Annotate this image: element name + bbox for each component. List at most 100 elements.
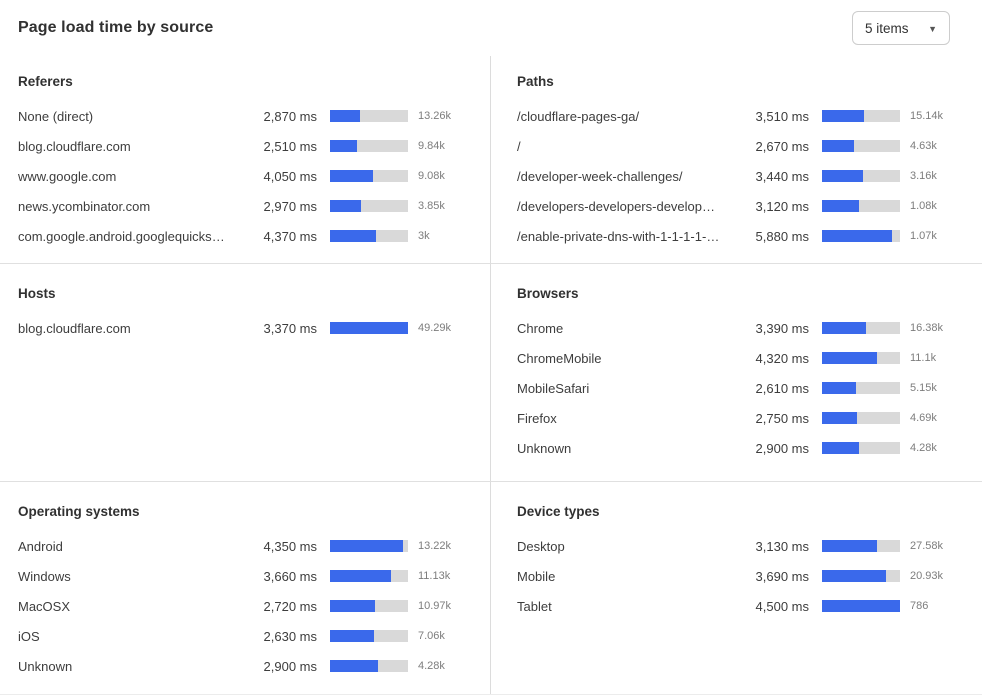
row-load-time: 5,880 ms	[755, 228, 809, 244]
row-bar-fill	[822, 322, 866, 334]
metric-row: news.ycombinator.com 2,970 ms 3.85k	[18, 191, 470, 221]
row-bar	[330, 630, 408, 642]
row-bar-fill	[330, 170, 373, 182]
panel-rows: blog.cloudflare.com 3,370 ms 49.29k	[18, 313, 470, 343]
row-load-time: 2,610 ms	[755, 380, 809, 396]
panel-title: Operating systems	[18, 504, 140, 519]
metric-row: ChromeMobile 4,320 ms 11.1k	[517, 343, 962, 373]
metric-row: /enable-private-dns-with-1-1-1-1-on-... …	[517, 221, 962, 251]
row-load-time: 2,630 ms	[263, 628, 317, 644]
row-bar	[822, 230, 900, 242]
row-count: 9.08k	[418, 170, 445, 182]
row-count: 4.28k	[910, 442, 937, 454]
row-bar	[330, 600, 408, 612]
row-label: /cloudflare-pages-ga/	[517, 108, 640, 124]
panel-referers: Referers None (direct) 2,870 ms 13.26k b…	[0, 56, 491, 264]
row-load-time: 4,050 ms	[263, 168, 317, 184]
row-bar-fill	[822, 200, 860, 212]
row-bar-fill	[330, 110, 361, 122]
row-count: 49.29k	[418, 322, 452, 334]
metric-row: blog.cloudflare.com 2,510 ms 9.84k	[18, 131, 470, 161]
row-label: Unknown	[18, 658, 73, 674]
panels-grid: Referers None (direct) 2,870 ms 13.26k b…	[0, 56, 982, 695]
panel-title: Hosts	[18, 286, 56, 301]
row-bar	[330, 170, 408, 182]
row-bar	[330, 660, 408, 672]
row-label: Chrome	[517, 320, 564, 336]
row-count: 16.38k	[910, 322, 944, 334]
row-load-time: 2,900 ms	[755, 440, 809, 456]
row-bar	[822, 382, 900, 394]
row-label: com.google.android.googlequicksearc...	[18, 228, 229, 244]
metric-row: / 2,670 ms 4.63k	[517, 131, 962, 161]
row-load-time: 4,370 ms	[263, 228, 317, 244]
panel-rows: None (direct) 2,870 ms 13.26k blog.cloud…	[18, 101, 470, 251]
row-load-time: 2,870 ms	[263, 108, 317, 124]
row-bar	[822, 570, 900, 582]
row-bar	[822, 110, 900, 122]
row-load-time: 2,970 ms	[263, 198, 317, 214]
row-bar	[822, 412, 900, 424]
panel-paths: Paths /cloudflare-pages-ga/ 3,510 ms 15.…	[491, 56, 982, 264]
row-label: Unknown	[517, 440, 572, 456]
row-bar	[330, 110, 408, 122]
panel-title: Device types	[517, 504, 600, 519]
metric-row: www.google.com 4,050 ms 9.08k	[18, 161, 470, 191]
row-load-time: 3,510 ms	[755, 108, 809, 124]
row-load-time: 2,750 ms	[755, 410, 809, 426]
row-bar-fill	[330, 570, 391, 582]
metric-row: Desktop 3,130 ms 27.58k	[517, 531, 962, 561]
row-label: Mobile	[517, 568, 556, 584]
row-bar-fill	[330, 200, 362, 212]
items-count-dropdown[interactable]: 5 items ▼	[852, 11, 950, 45]
row-bar-fill	[822, 140, 854, 152]
row-bar-fill	[822, 170, 864, 182]
row-label: www.google.com	[18, 168, 117, 184]
metric-row: Windows 3,660 ms 11.13k	[18, 561, 470, 591]
row-bar	[822, 322, 900, 334]
row-bar-fill	[822, 110, 865, 122]
row-count: 13.22k	[418, 540, 452, 552]
row-bar-fill	[822, 570, 886, 582]
row-label: /developers-developers-developers/	[517, 198, 721, 214]
metric-row: Tablet 4,500 ms 786	[517, 591, 962, 621]
chevron-down-icon: ▼	[928, 23, 937, 34]
row-count: 20.93k	[910, 570, 944, 582]
metric-row: /developer-week-challenges/ 3,440 ms 3.1…	[517, 161, 962, 191]
row-label: Desktop	[517, 538, 565, 554]
row-bar-fill	[822, 540, 877, 552]
row-bar	[822, 540, 900, 552]
row-count: 15.14k	[910, 110, 944, 122]
metric-row: /developers-developers-developers/ 3,120…	[517, 191, 962, 221]
row-count: 27.58k	[910, 540, 944, 552]
card-header: Page load time by source 5 items ▼	[0, 0, 982, 56]
metric-row: iOS 2,630 ms 7.06k	[18, 621, 470, 651]
panel-device-types: Device types Desktop 3,130 ms 27.58k Mob…	[491, 482, 982, 694]
metric-row: com.google.android.googlequicksearc... 4…	[18, 221, 470, 251]
row-bar	[330, 540, 408, 552]
row-bar-fill	[330, 230, 377, 242]
metric-row: Unknown 2,900 ms 4.28k	[18, 651, 470, 681]
row-bar-fill	[822, 442, 860, 454]
row-load-time: 2,900 ms	[263, 658, 317, 674]
panel-title: Referers	[18, 74, 73, 89]
row-load-time: 3,370 ms	[263, 320, 317, 336]
panel-rows: /cloudflare-pages-ga/ 3,510 ms 15.14k / …	[517, 101, 962, 251]
row-load-time: 3,120 ms	[755, 198, 809, 214]
row-count: 1.07k	[910, 230, 937, 242]
row-bar-fill	[330, 322, 408, 334]
row-label: Firefox	[517, 410, 557, 426]
row-count: 3.16k	[910, 170, 937, 182]
row-label: MacOSX	[18, 598, 71, 614]
row-bar-fill	[330, 540, 403, 552]
row-bar	[330, 230, 408, 242]
row-count: 10.97k	[418, 600, 452, 612]
row-bar	[330, 570, 408, 582]
row-bar	[822, 352, 900, 364]
row-label: iOS	[18, 628, 40, 644]
row-bar	[822, 140, 900, 152]
metric-row: Firefox 2,750 ms 4.69k	[517, 403, 962, 433]
row-label: /	[517, 138, 521, 154]
row-label: blog.cloudflare.com	[18, 320, 131, 336]
